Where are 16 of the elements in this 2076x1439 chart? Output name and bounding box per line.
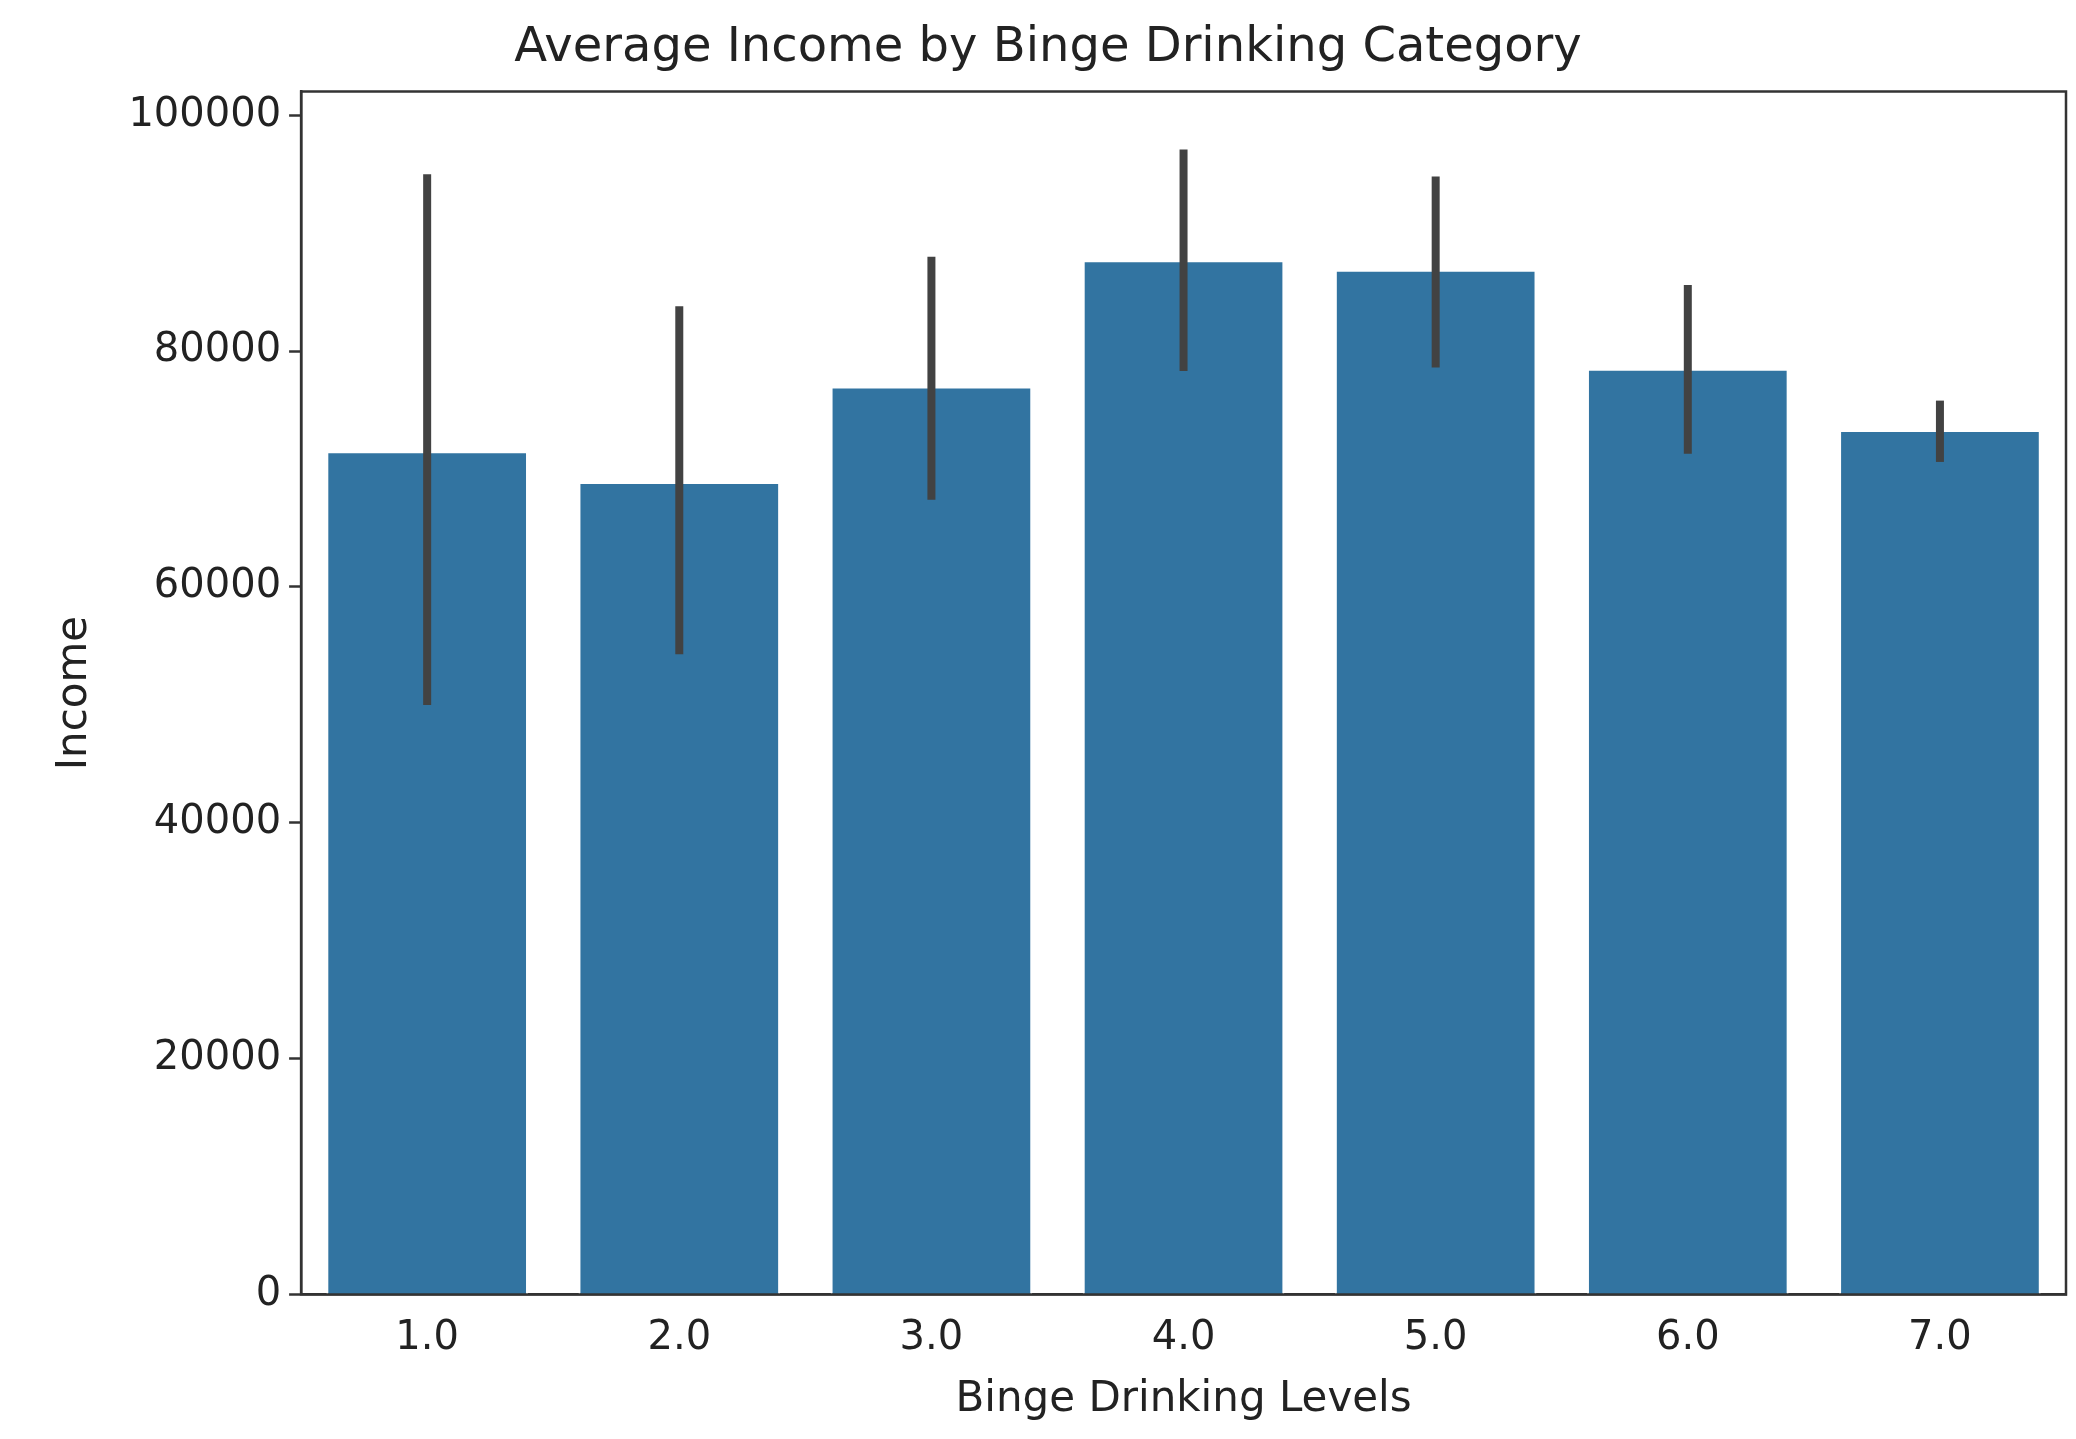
- x-tick-label: 6.0: [1655, 1311, 1720, 1358]
- x-axis-title: Binge Drinking Levels: [955, 1371, 1412, 1421]
- y-tick-label: 60000: [153, 560, 282, 607]
- chart-title: Average Income by Binge Drinking Category: [514, 16, 1582, 73]
- y-axis-title: Income: [47, 615, 97, 771]
- x-tick-label: 1.0: [395, 1311, 459, 1358]
- y-tick-label: 20000: [153, 1032, 282, 1079]
- y-tick-label: 40000: [153, 796, 282, 843]
- y-tick-label: 80000: [153, 324, 282, 371]
- x-tick-label: 5.0: [1403, 1311, 1468, 1358]
- x-tick-label: 4.0: [1151, 1311, 1216, 1358]
- x-tick-label: 7.0: [1908, 1311, 1972, 1358]
- x-tick-label: 3.0: [899, 1311, 964, 1358]
- y-tick-label: 0: [255, 1267, 282, 1314]
- y-tick-label: 100000: [128, 88, 282, 135]
- x-tick-label: 2.0: [647, 1311, 712, 1358]
